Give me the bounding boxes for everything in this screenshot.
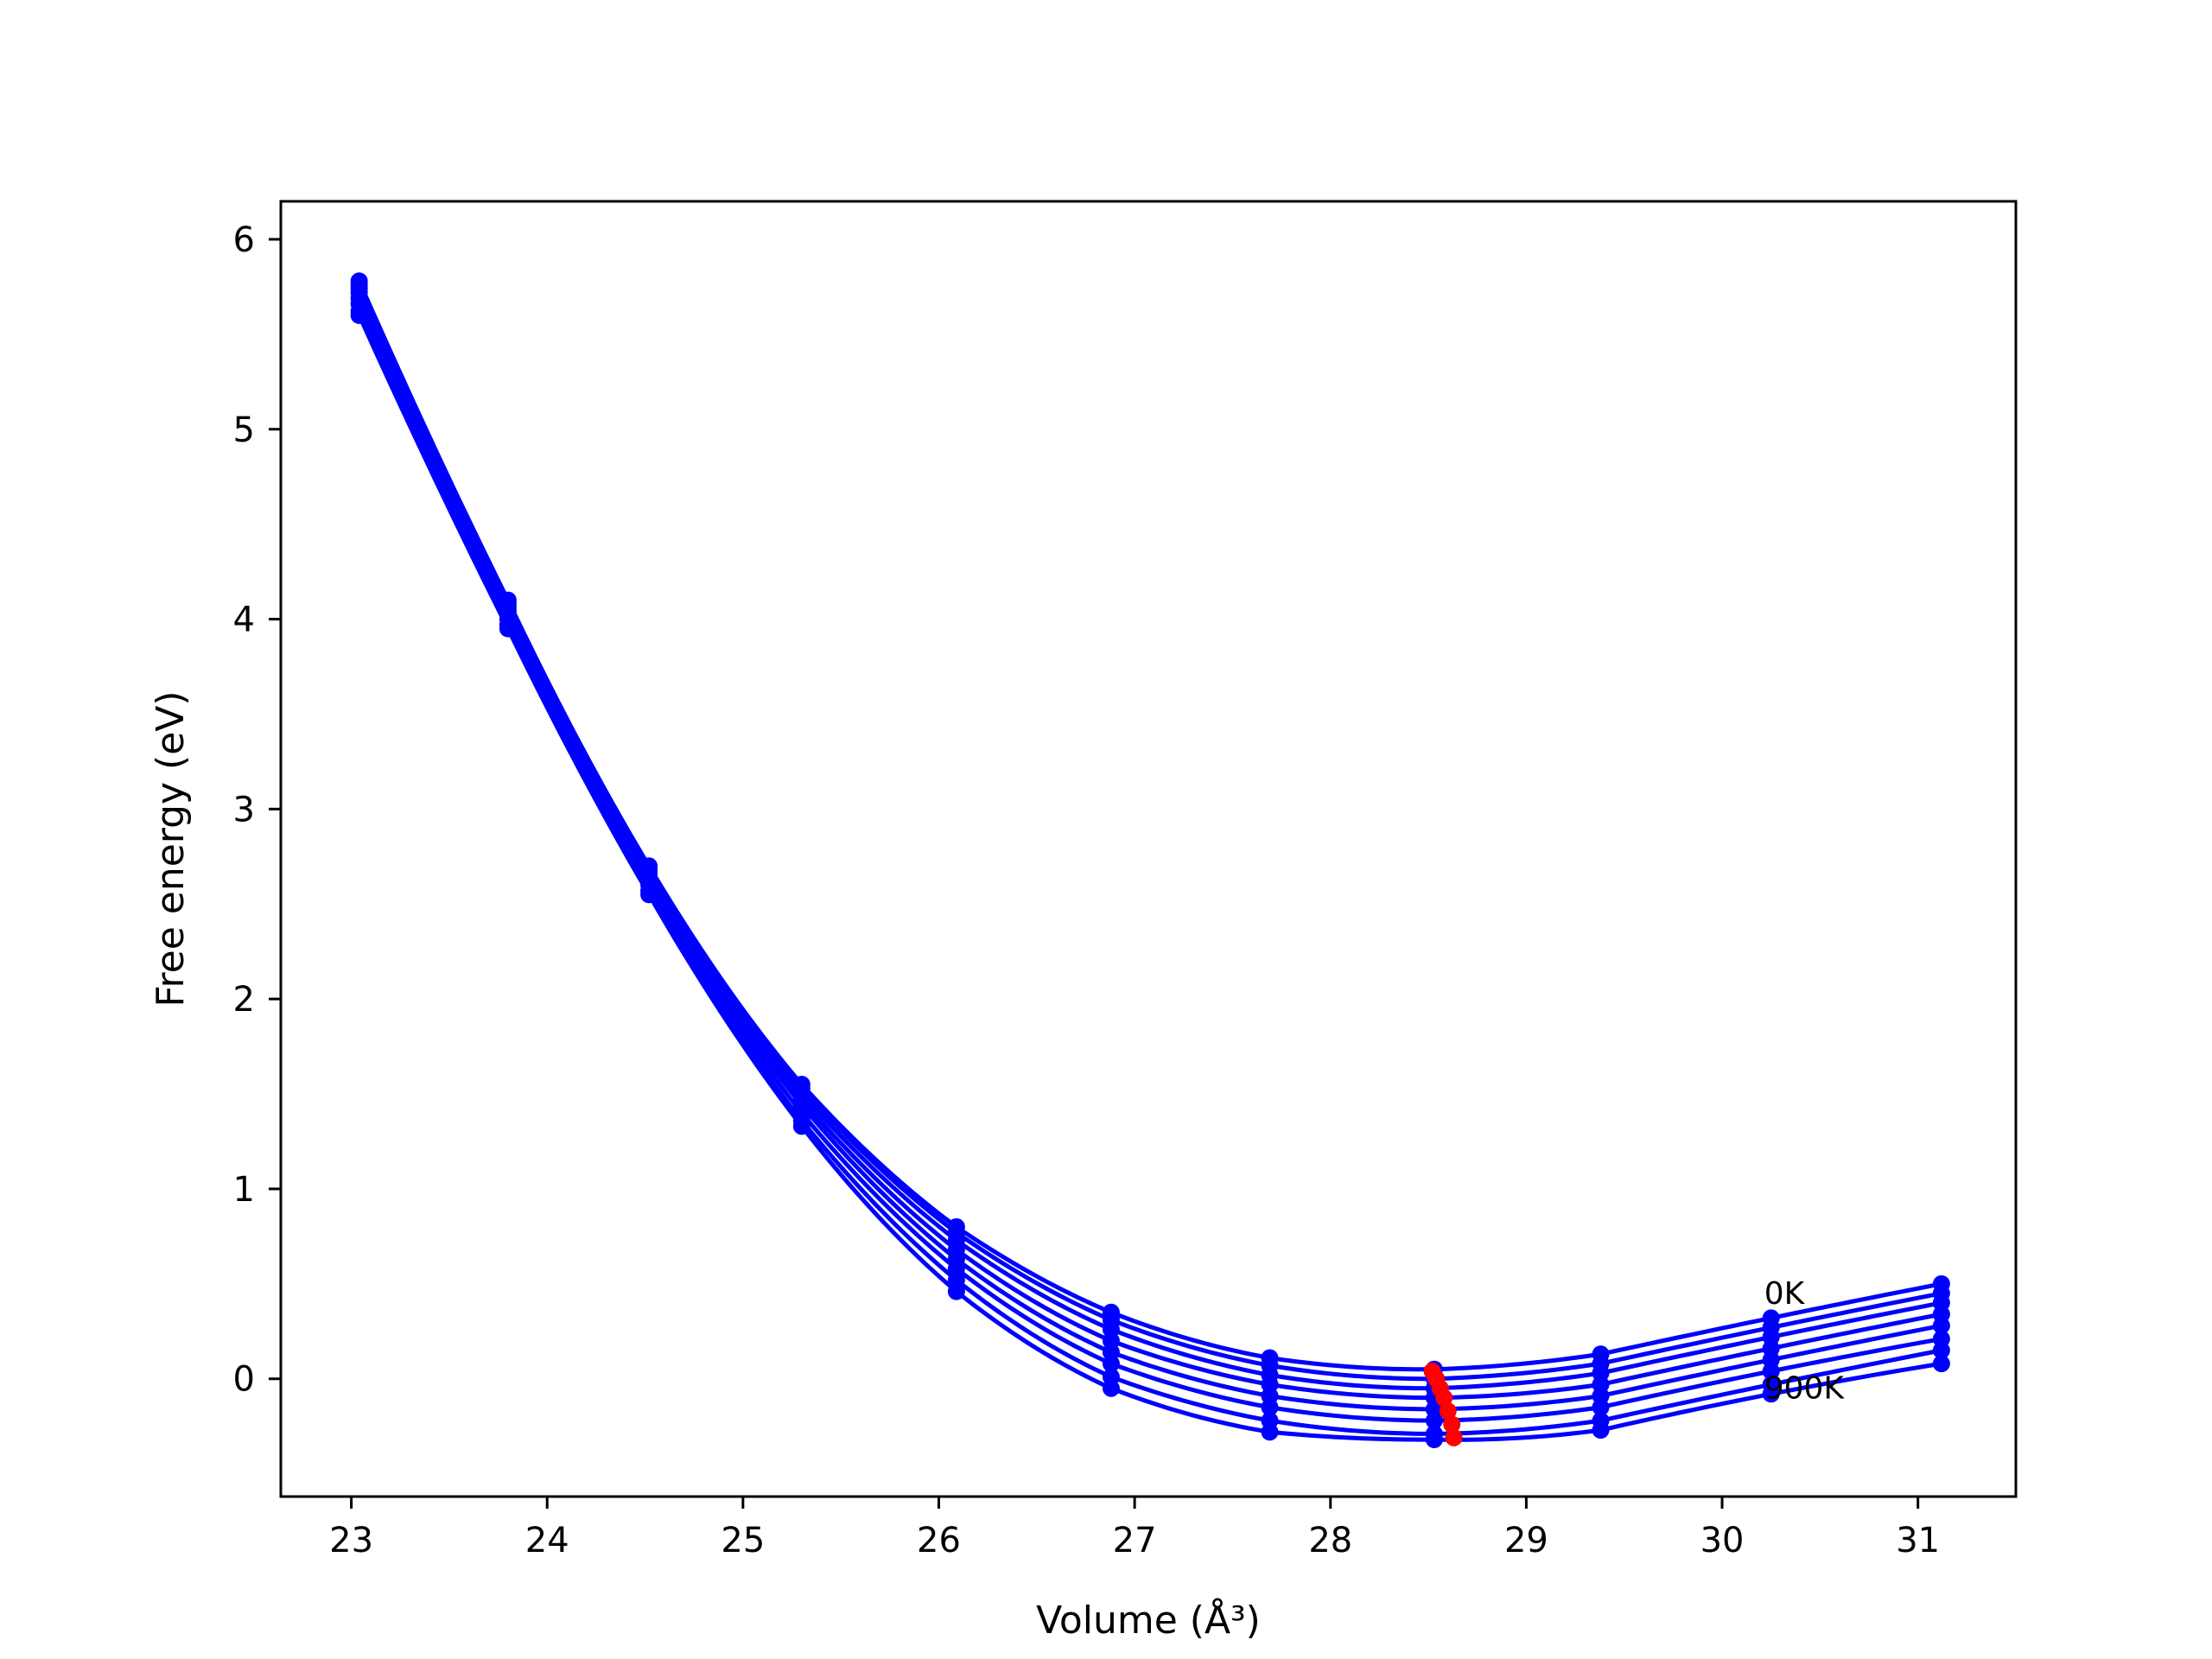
data-point-7-6 (1261, 1423, 1279, 1441)
minimum-point-5 (1443, 1415, 1461, 1433)
y-tick-label: 6 (233, 220, 255, 260)
x-tick-label: 25 (721, 1521, 765, 1560)
y-tick-label: 3 (233, 790, 255, 830)
data-point-7-1 (499, 620, 517, 638)
y-tick-label: 0 (233, 1360, 255, 1400)
annotation-label-0: 0K (1764, 1276, 1806, 1312)
data-point-7-5 (1102, 1379, 1120, 1397)
y-tick-label: 1 (233, 1170, 255, 1210)
plot-frame (279, 200, 2018, 1498)
minimum-point-4 (1439, 1402, 1457, 1421)
data-point-6-10 (1932, 1341, 1950, 1359)
fitted-curves (357, 280, 1942, 1442)
data-point-7-0 (350, 306, 368, 324)
data-point-7-3 (792, 1117, 810, 1135)
data-point-7-2 (640, 886, 658, 904)
x-tick-label: 30 (1700, 1521, 1745, 1560)
curve-series-5 (357, 302, 1942, 1423)
y-axis-label: Free energy (eV) (149, 690, 193, 1007)
x-tick-label: 29 (1504, 1521, 1548, 1560)
annotations: 0K 900K (1764, 1276, 1846, 1407)
x-axis-label: Volume (Å³) (1036, 1597, 1261, 1643)
y-tick-label: 5 (233, 410, 255, 450)
data-point-4-10 (1932, 1317, 1950, 1335)
curve-series-4 (357, 297, 1942, 1412)
x-tick-label: 24 (525, 1521, 569, 1560)
y-tick-label: 4 (233, 601, 255, 640)
x-tick-label: 28 (1308, 1521, 1352, 1560)
data-point-7-9 (1762, 1385, 1780, 1403)
data-point-5-8 (1592, 1398, 1610, 1416)
x-tick-label: 26 (917, 1521, 961, 1560)
y-tick-label: 2 (233, 980, 255, 1020)
data-point-5-6 (1261, 1398, 1279, 1416)
x-tick-label: 23 (329, 1521, 373, 1560)
data-point-5-7 (1425, 1412, 1443, 1430)
minimum-point-3 (1435, 1389, 1453, 1407)
curve-series-1 (357, 283, 1942, 1382)
curve-series-3 (357, 291, 1942, 1401)
curve-series-6 (357, 310, 1942, 1436)
minima-points (1423, 1362, 1463, 1446)
minimum-point-6 (1445, 1428, 1463, 1446)
curve-series-7 (357, 314, 1942, 1442)
x-tick-label: 27 (1113, 1521, 1157, 1560)
data-point-7-4 (947, 1282, 965, 1300)
data-point-5-9 (1762, 1362, 1780, 1380)
annotation-label-1: 900K (1764, 1371, 1846, 1407)
data-point-7-8 (1592, 1421, 1610, 1440)
data-point-7-7 (1425, 1431, 1443, 1449)
data-points (350, 272, 1950, 1449)
data-point-5-5 (1102, 1355, 1120, 1373)
x-tick-label: 31 (1896, 1521, 1940, 1560)
data-point-7-10 (1932, 1355, 1950, 1373)
curve-series-2 (357, 288, 1942, 1391)
curve-series-0 (357, 280, 1942, 1372)
